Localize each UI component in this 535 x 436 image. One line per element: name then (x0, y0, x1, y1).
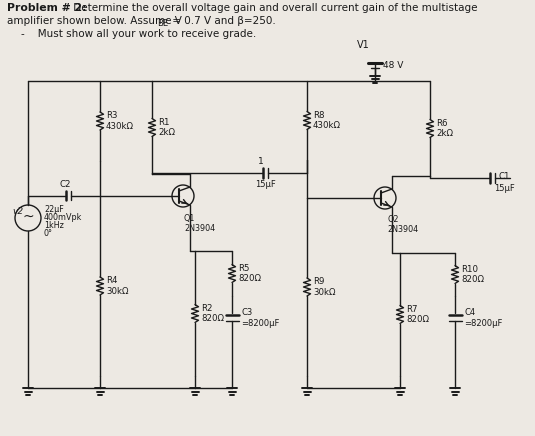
Text: Determine the overall voltage gain and overall current gain of the multistage: Determine the overall voltage gain and o… (70, 3, 478, 13)
Text: 48 V: 48 V (383, 61, 403, 71)
Text: R1
2kΩ: R1 2kΩ (158, 118, 175, 137)
Text: R3
430kΩ: R3 430kΩ (106, 111, 134, 131)
Text: R4
30kΩ: R4 30kΩ (106, 276, 128, 296)
Text: R9
30kΩ: R9 30kΩ (313, 277, 335, 297)
Text: C4
=8200μF: C4 =8200μF (464, 308, 503, 328)
Text: Problem # 2:: Problem # 2: (7, 3, 87, 13)
Text: 15μF: 15μF (255, 180, 276, 189)
Text: R2
820Ω: R2 820Ω (201, 304, 224, 323)
Text: BE: BE (157, 19, 168, 28)
Text: 1kHz: 1kHz (44, 221, 64, 231)
Text: R10
820Ω: R10 820Ω (461, 265, 484, 284)
Text: R6
2kΩ: R6 2kΩ (436, 119, 453, 138)
Text: 22μF: 22μF (44, 205, 64, 215)
Text: 400mVpk: 400mVpk (44, 214, 82, 222)
Text: ~: ~ (22, 210, 34, 224)
Text: C3
=8200μF: C3 =8200μF (241, 308, 280, 328)
Text: R5
820Ω: R5 820Ω (238, 264, 261, 283)
Text: 0°: 0° (44, 229, 53, 238)
Text: amplifier shown below. Assume V: amplifier shown below. Assume V (7, 16, 182, 26)
Text: Q2
2N3904: Q2 2N3904 (387, 215, 418, 235)
Text: = 0.7 V and β=250.: = 0.7 V and β=250. (169, 16, 276, 26)
Text: -    Must show all your work to receive grade.: - Must show all your work to receive gra… (21, 29, 256, 39)
Text: R7
820Ω: R7 820Ω (406, 305, 429, 324)
Text: V1: V1 (357, 40, 370, 50)
Text: R8
430kΩ: R8 430kΩ (313, 111, 341, 130)
Text: Q1
2N3904: Q1 2N3904 (184, 214, 215, 233)
Text: C2: C2 (59, 181, 71, 190)
Text: 15μF: 15μF (494, 184, 514, 193)
Text: C1: C1 (498, 172, 510, 181)
Text: v2: v2 (12, 208, 23, 217)
Text: 1: 1 (258, 157, 264, 166)
